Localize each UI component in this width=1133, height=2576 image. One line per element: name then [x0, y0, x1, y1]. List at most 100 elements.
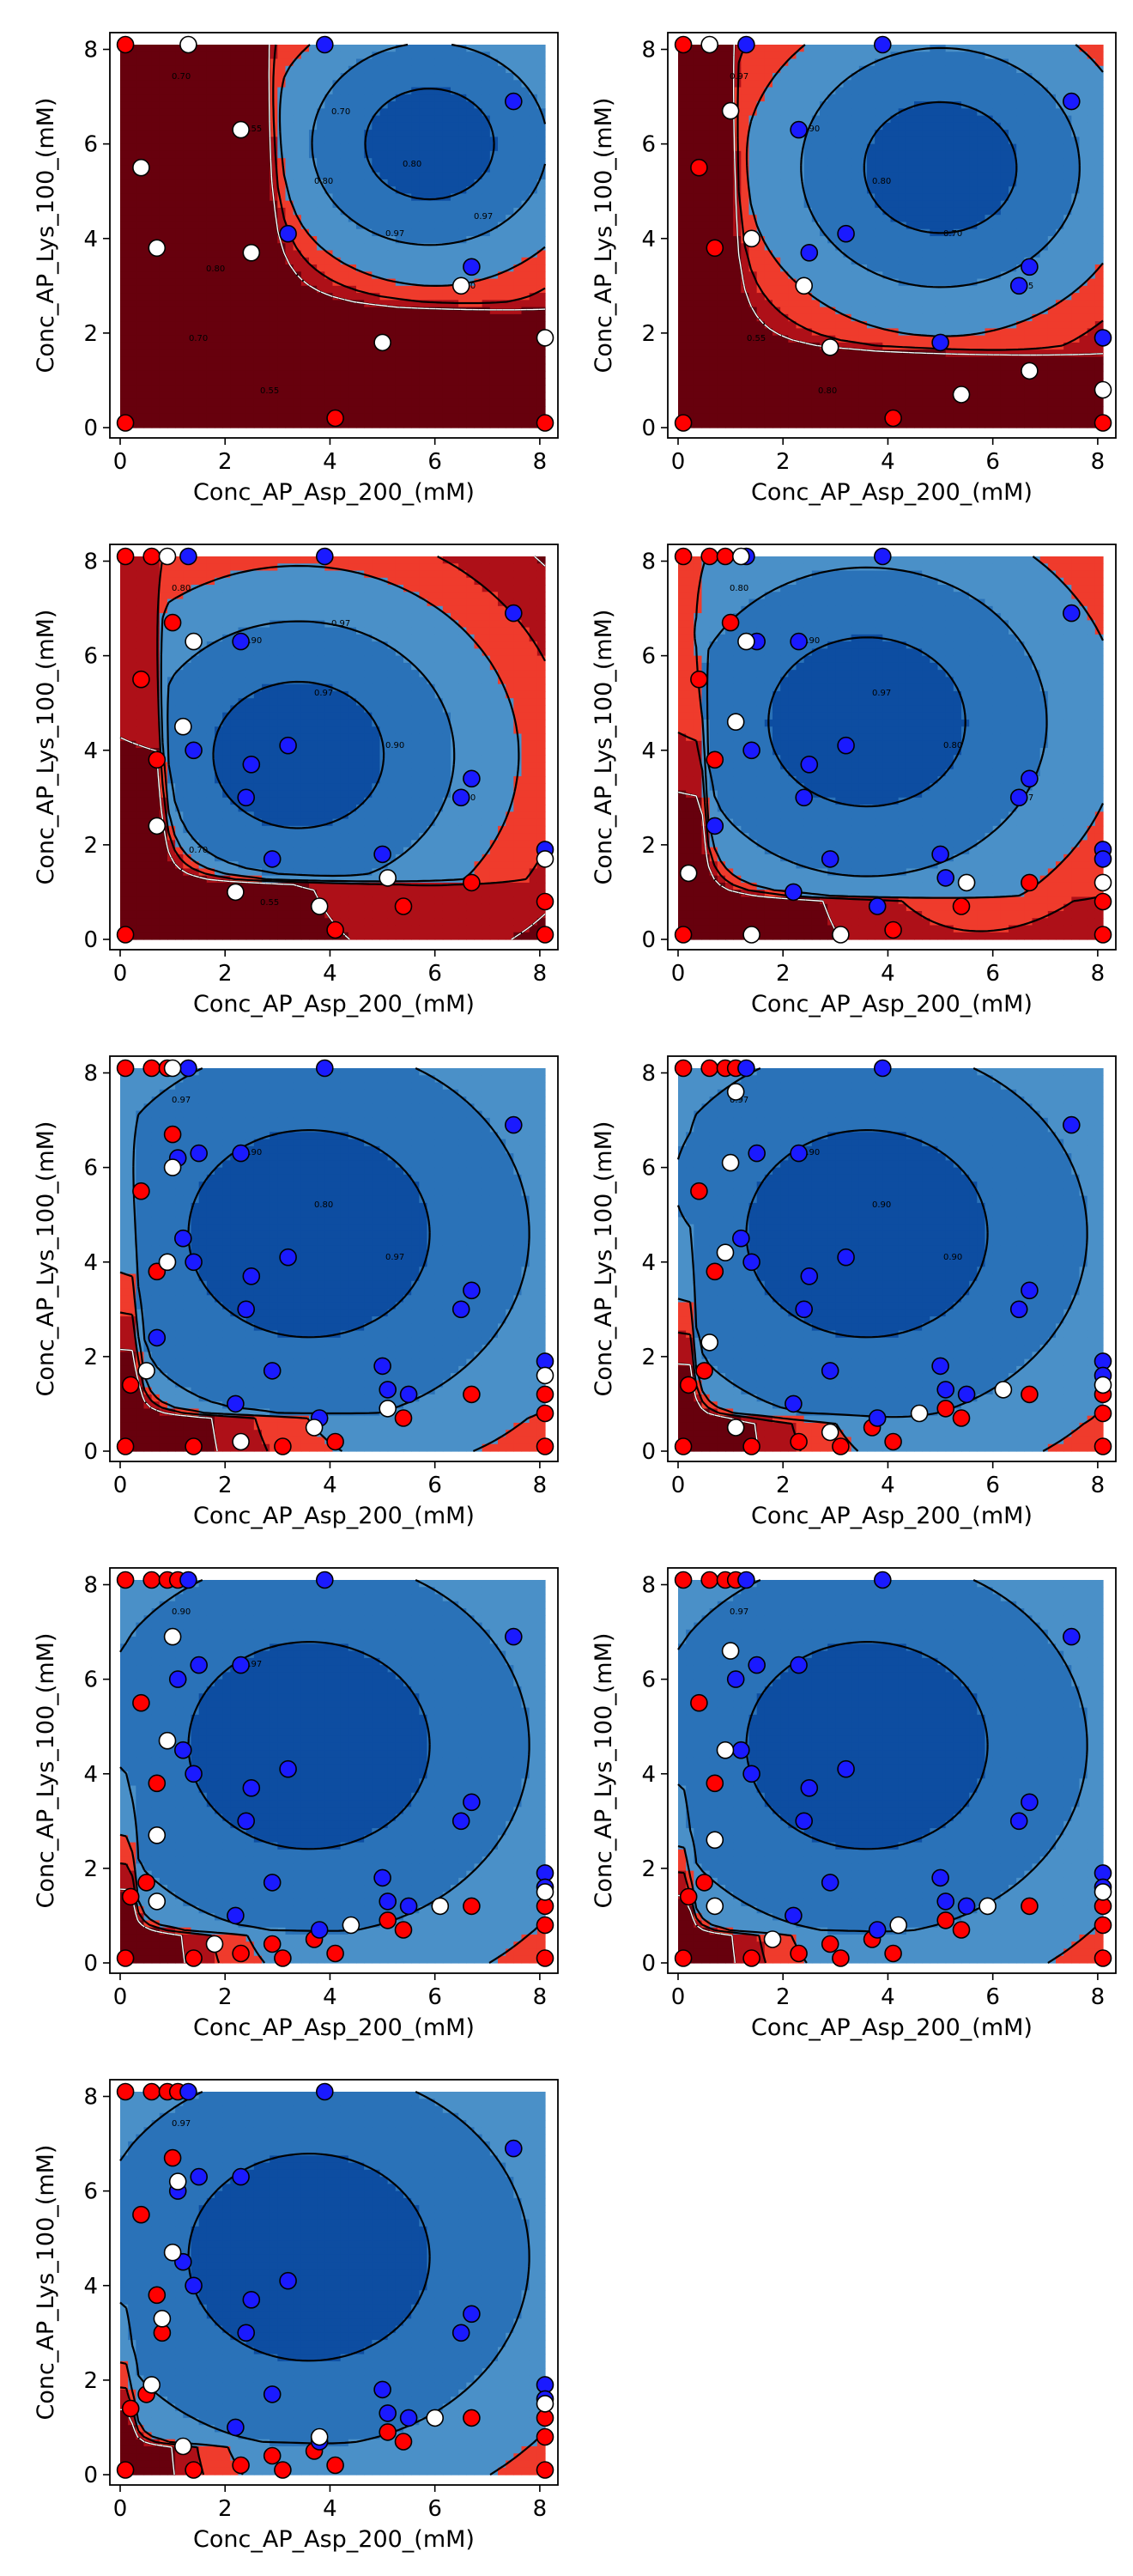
blue-point — [738, 37, 754, 53]
x-tick-label: 0 — [113, 2496, 128, 2522]
blue-point — [932, 1869, 948, 1886]
x-tick-label: 4 — [881, 1984, 895, 2010]
blue-point — [785, 1907, 802, 1923]
blue-point — [312, 1922, 328, 1938]
blue-point — [243, 2292, 259, 2308]
white-point — [743, 927, 760, 943]
blue-point — [796, 1813, 812, 1829]
x-tick-label: 4 — [881, 961, 895, 987]
red-point — [718, 549, 734, 565]
red-point — [264, 1936, 281, 1953]
white-point — [165, 1629, 181, 1645]
red-point — [327, 1434, 343, 1450]
x-tick-label: 8 — [533, 449, 548, 475]
blue-point — [453, 1301, 470, 1317]
red-point — [691, 671, 707, 688]
white-point — [718, 1244, 734, 1261]
red-point — [275, 2462, 291, 2478]
white-point — [701, 1334, 718, 1351]
blue-point — [191, 1145, 207, 1162]
x-tick-label: 2 — [218, 1984, 233, 2010]
contour-label: 0.97 — [730, 72, 748, 82]
white-point — [723, 1155, 739, 1171]
white-point — [796, 277, 812, 294]
red-point — [706, 1775, 723, 1791]
contour-label: 0.97 — [730, 1607, 748, 1617]
red-point — [464, 1898, 480, 1914]
red-point — [143, 1060, 160, 1077]
red-point — [822, 1936, 839, 1953]
white-point — [148, 1827, 165, 1844]
contour-label: 0.70 — [943, 229, 962, 239]
white-point — [723, 103, 739, 119]
x-axis-label: Conc_AP_Asp_200_(mM) — [751, 2014, 1033, 2041]
y-tick-label: 2 — [83, 833, 98, 859]
white-point — [185, 634, 202, 650]
contour-panel-1: 0.700.550.800.970.900.700.550.700.800.97… — [33, 33, 558, 506]
white-point — [233, 122, 249, 138]
blue-point — [506, 2141, 522, 2157]
contour-panel-2: 0.970.900.800.700.550.550.800246802468Co… — [591, 33, 1116, 506]
blue-point — [243, 1780, 259, 1796]
red-point — [379, 1912, 396, 1929]
contour-label: 0.70 — [189, 334, 208, 343]
red-point — [954, 898, 970, 914]
contour-panel-4: 0.800.900.970.800.970246802468Conc_AP_As… — [591, 544, 1116, 1018]
red-point — [701, 1060, 718, 1077]
blue-point — [1063, 94, 1080, 110]
blue-point — [401, 2409, 417, 2426]
x-tick-label: 6 — [985, 1984, 1000, 2010]
filled-contour-field — [120, 2092, 546, 2476]
blue-point — [875, 549, 891, 565]
blue-point — [822, 851, 839, 867]
contour-label: 0.97 — [172, 1096, 191, 1105]
red-point — [133, 671, 149, 688]
x-axis-label: Conc_AP_Asp_200_(mM) — [193, 991, 475, 1018]
y-tick-label: 8 — [641, 550, 656, 575]
red-point — [681, 1888, 697, 1905]
blue-point — [937, 870, 954, 886]
white-point — [743, 230, 760, 246]
red-point — [1095, 1950, 1112, 1966]
red-point — [1021, 1386, 1038, 1402]
blue-point — [932, 846, 948, 862]
x-tick-label: 0 — [113, 449, 128, 475]
red-point — [696, 1874, 712, 1891]
blue-point — [822, 1363, 839, 1379]
red-point — [701, 1572, 718, 1589]
red-point — [379, 2424, 396, 2440]
red-point — [743, 1438, 760, 1455]
contour-panel-6: 0.970.900.900.900 2 4 6 802468Conc_AP_Asp_20… — [591, 1056, 1116, 1529]
contour-label: 0.70 — [189, 846, 208, 855]
blue-point — [1011, 277, 1027, 294]
y-axis-label: Conc_AP_Lys_100_(mM) — [591, 98, 617, 374]
y-tick-label: 6 — [641, 132, 656, 158]
blue-point — [1011, 1813, 1027, 1829]
red-point — [396, 1922, 412, 1938]
red-point — [676, 37, 692, 53]
y-tick-label: 8 — [83, 1061, 98, 1087]
white-point — [1021, 362, 1038, 379]
white-point — [427, 2409, 443, 2426]
red-point — [327, 2458, 343, 2474]
blue-point — [401, 1898, 417, 1914]
white-point — [165, 1159, 181, 1176]
contour-label: 0.55 — [260, 898, 279, 908]
blue-point — [1095, 330, 1112, 346]
blue-point — [374, 1358, 391, 1374]
contour-labels: 0.97 — [730, 1607, 748, 1617]
filled-contour-field — [678, 45, 1104, 428]
blue-point — [796, 789, 812, 805]
x-tick-label: 8 — [1091, 449, 1106, 475]
red-point — [537, 415, 554, 431]
x-tick-label: 2 — [776, 1473, 791, 1498]
y-tick-label: 0 — [83, 1951, 98, 1977]
contour-label: 0.80 — [314, 1200, 333, 1210]
red-point — [1095, 894, 1112, 910]
red-point — [138, 1874, 154, 1891]
blue-point — [791, 122, 807, 138]
red-point — [118, 1060, 134, 1077]
red-point — [791, 1946, 807, 1962]
blue-point — [401, 1386, 417, 1402]
contour-label: 0.80 — [943, 741, 962, 750]
